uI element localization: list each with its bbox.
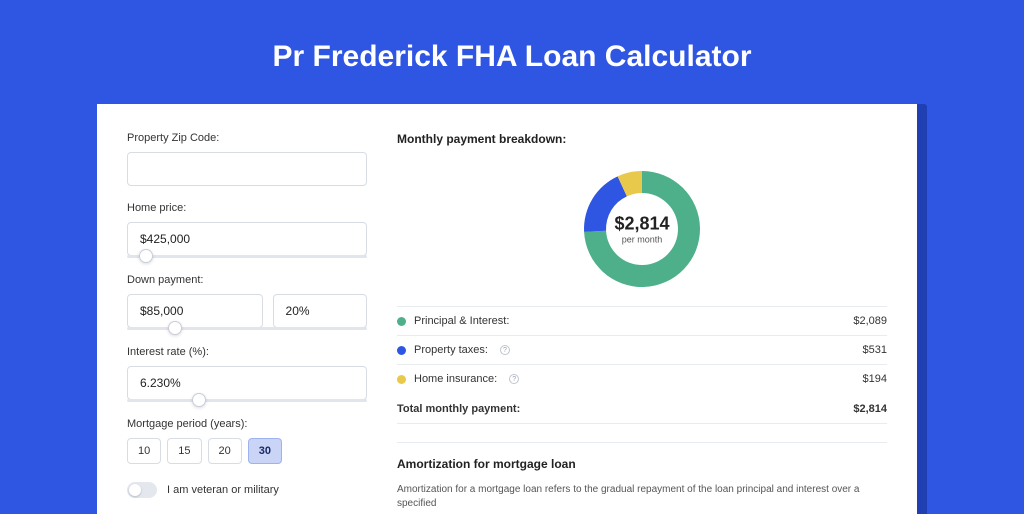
breakdown-row: Property taxes:? $531 (397, 336, 887, 365)
down-payment-slider[interactable] (127, 327, 367, 330)
period-label: Mortgage period (years): (127, 418, 367, 430)
down-payment-slider-thumb[interactable] (168, 321, 182, 335)
breakdown-label: Home insurance: (414, 373, 497, 385)
interest-label: Interest rate (%): (127, 346, 367, 358)
amort-title: Amortization for mortgage loan (397, 457, 887, 471)
home-price-slider[interactable] (127, 255, 367, 258)
period-button-10[interactable]: 10 (127, 438, 161, 464)
form-panel: Property Zip Code: Home price: Down paym… (127, 132, 367, 514)
period-button-20[interactable]: 20 (208, 438, 242, 464)
donut-sub: per month (614, 235, 669, 245)
period-button-30[interactable]: 30 (248, 438, 282, 464)
info-icon[interactable]: ? (500, 345, 510, 355)
interest-slider-thumb[interactable] (192, 393, 206, 407)
total-row: Total monthly payment: $2,814 (397, 393, 887, 424)
breakdown-value: $2,089 (853, 315, 887, 327)
home-price-slider-thumb[interactable] (139, 249, 153, 263)
down-payment-pct-input[interactable] (273, 294, 367, 328)
legend-dot (397, 375, 406, 384)
legend-dot (397, 317, 406, 326)
home-price-label: Home price: (127, 202, 367, 214)
donut-amount: $2,814 (614, 214, 669, 235)
interest-slider[interactable] (127, 399, 367, 402)
total-value: $2,814 (853, 403, 887, 415)
breakdown-row: Principal & Interest: $2,089 (397, 307, 887, 336)
page-title: Pr Frederick FHA Loan Calculator (272, 40, 751, 74)
veteran-label: I am veteran or military (167, 484, 279, 496)
calculator-card: Property Zip Code: Home price: Down paym… (97, 104, 917, 514)
payment-donut-chart: $2,814 per month (577, 164, 707, 294)
amort-desc: Amortization for a mortgage loan refers … (397, 483, 887, 511)
breakdown-value: $531 (863, 344, 887, 356)
breakdown-label: Property taxes: (414, 344, 488, 356)
veteran-toggle[interactable] (127, 482, 157, 498)
down-payment-label: Down payment: (127, 274, 367, 286)
interest-input[interactable] (127, 366, 367, 400)
zip-label: Property Zip Code: (127, 132, 367, 144)
home-price-input[interactable] (127, 222, 367, 256)
breakdown-value: $194 (863, 373, 887, 385)
info-icon[interactable]: ? (509, 374, 519, 384)
legend-dot (397, 346, 406, 355)
breakdown-panel: Monthly payment breakdown: $2,814 per mo… (397, 132, 887, 514)
period-button-15[interactable]: 15 (167, 438, 201, 464)
breakdown-title: Monthly payment breakdown: (397, 132, 887, 146)
breakdown-row: Home insurance:? $194 (397, 365, 887, 393)
total-label: Total monthly payment: (397, 403, 520, 415)
breakdown-label: Principal & Interest: (414, 315, 509, 327)
down-payment-input[interactable] (127, 294, 263, 328)
zip-input[interactable] (127, 152, 367, 186)
